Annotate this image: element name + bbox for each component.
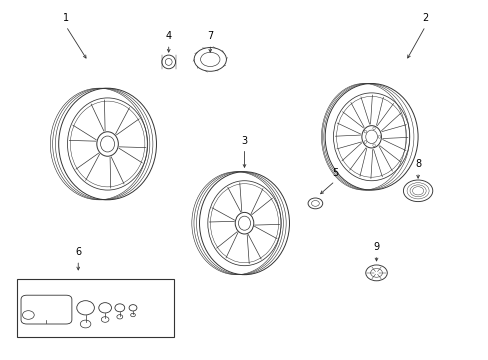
Text: 1: 1: [63, 13, 69, 23]
Text: 7: 7: [207, 31, 213, 41]
Text: 6: 6: [75, 247, 81, 257]
Text: 9: 9: [373, 242, 379, 252]
Bar: [17, 279, 173, 337]
Text: 4: 4: [165, 31, 171, 41]
Text: 8: 8: [414, 159, 420, 169]
Text: 5: 5: [331, 168, 337, 178]
Text: 3: 3: [241, 136, 247, 146]
Text: 2: 2: [422, 13, 427, 23]
